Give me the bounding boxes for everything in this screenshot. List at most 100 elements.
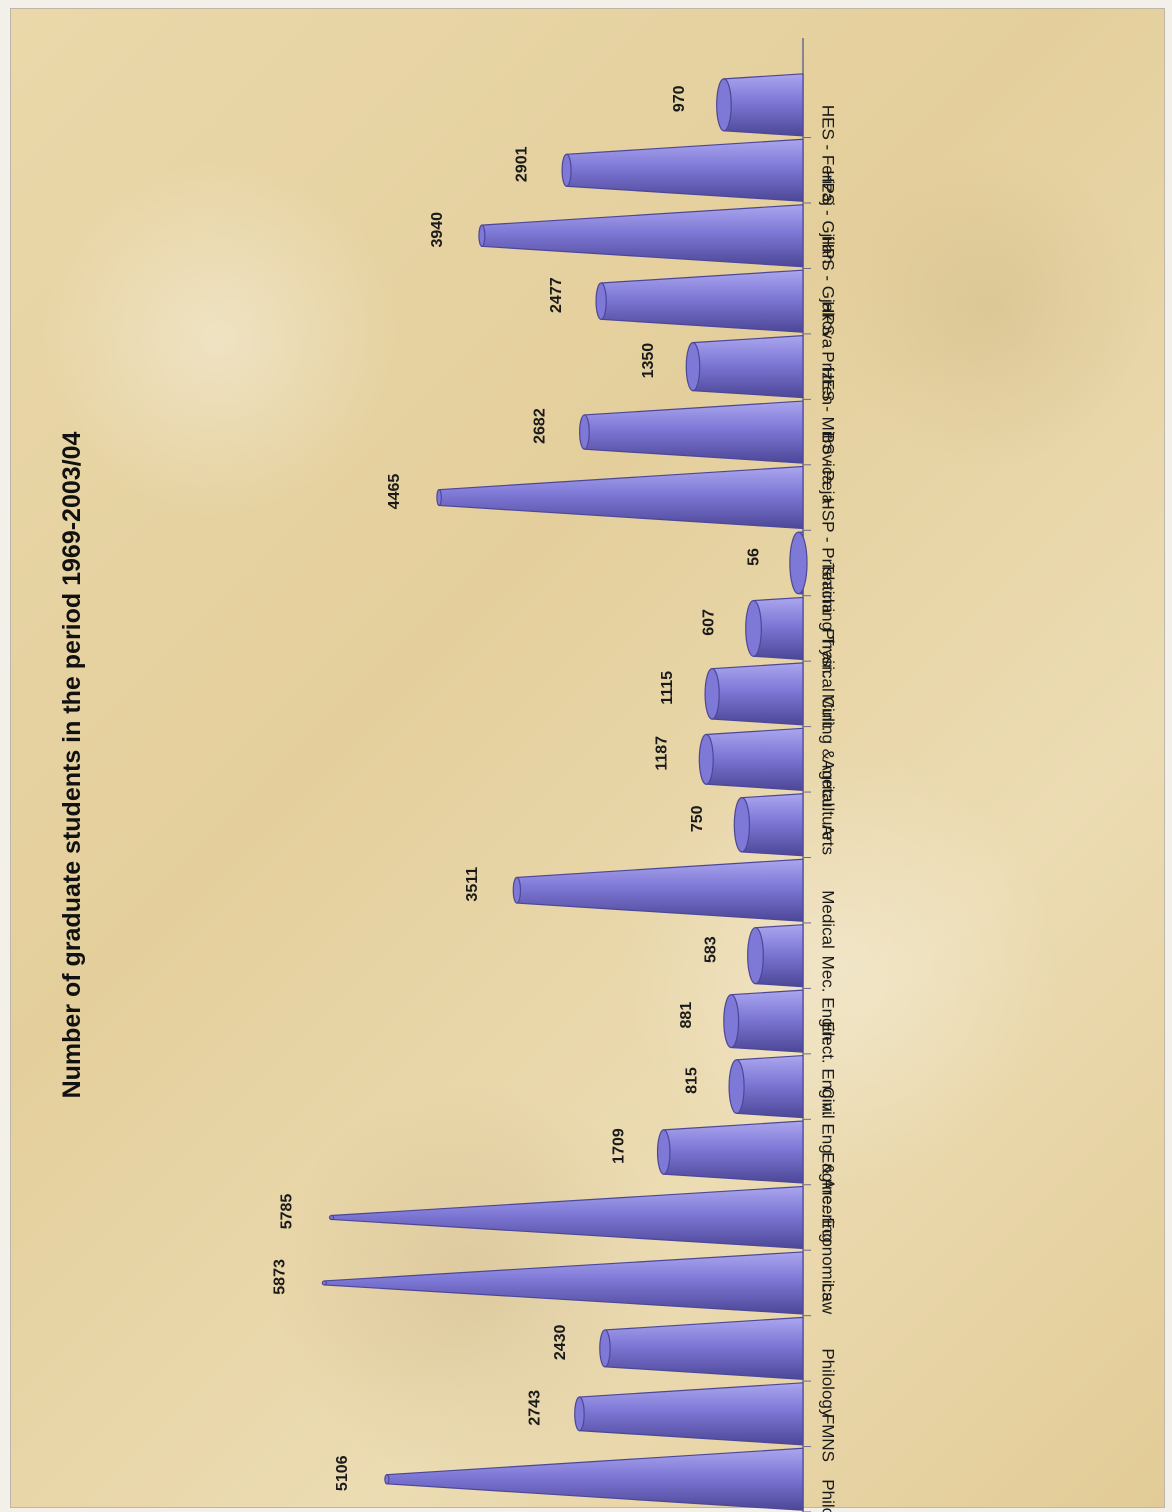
bar-body <box>583 400 804 464</box>
value-label: 2430 <box>552 1324 569 1360</box>
category-label: Arts <box>819 825 838 855</box>
bar-medical <box>512 858 804 922</box>
bar-cap <box>733 797 751 853</box>
category-label: HES - Ferizaj <box>819 105 838 206</box>
bar-cap <box>698 733 714 785</box>
bar-cap <box>789 531 808 595</box>
category-label: HSP - Prishtina <box>819 498 838 614</box>
bar-cap <box>728 1059 745 1114</box>
value-label: 2743 <box>526 1390 543 1426</box>
bar-body <box>516 858 804 922</box>
value-label: 56 <box>745 548 762 566</box>
category-label: Engineering <box>819 1152 838 1243</box>
category-label: Medical <box>819 890 838 949</box>
value-label: 1709 <box>611 1128 628 1164</box>
bar-body <box>604 1316 804 1381</box>
category-label: Teaching Train. <box>819 563 838 678</box>
bar-cap <box>599 1329 611 1368</box>
bar-engineering <box>656 1120 804 1184</box>
category-label: Mec. Engin. <box>819 956 838 1046</box>
bar-fmns <box>574 1382 804 1446</box>
bar-cap <box>685 342 701 392</box>
category-label: Agriculture <box>819 759 838 840</box>
bar-philology <box>599 1316 804 1381</box>
value-label: 1187 <box>653 736 670 771</box>
value-label: 3511 <box>464 867 481 902</box>
bar-body <box>692 334 804 399</box>
bar-body <box>730 989 804 1053</box>
bar-cap <box>745 599 762 657</box>
bar-teaching-train <box>789 531 808 595</box>
value-label: 4465 <box>386 474 403 510</box>
bar-law <box>321 1251 804 1315</box>
bar-body <box>600 269 804 333</box>
category-label: Philosophy <box>819 1479 838 1512</box>
bar-cap <box>723 994 740 1049</box>
bar-physical-cult <box>745 596 804 661</box>
value-label: 881 <box>678 1002 695 1029</box>
bar-body <box>330 1185 804 1250</box>
bar-bs-peja <box>579 400 804 464</box>
bar-body <box>481 204 804 268</box>
category-label: Economics <box>819 1217 838 1300</box>
category-label: Law <box>819 1283 838 1315</box>
value-label: 2682 <box>531 408 548 444</box>
bar-civil-eng-arc <box>728 1054 804 1119</box>
bar-mining-metal <box>704 662 804 726</box>
category-label: Civil Eng. & Arc... <box>819 1087 838 1218</box>
category-label: Philology <box>819 1348 838 1417</box>
bar-philosophy <box>384 1447 804 1511</box>
bar-cap <box>656 1129 671 1175</box>
bar-cap <box>512 876 522 904</box>
bar-hps-gjakova <box>478 204 804 268</box>
bar-hps-prizren <box>595 269 804 333</box>
category-label: Elect. Engin. <box>819 1021 838 1116</box>
chart-panel <box>10 8 1165 1508</box>
bar-body <box>438 465 804 530</box>
category-label: BS - Peja <box>819 432 838 504</box>
value-label: 5106 <box>334 1455 351 1491</box>
bar-hes-mitrovica <box>685 334 804 399</box>
category-label: HPS - Gjakova <box>819 236 838 349</box>
bar-cap <box>747 927 764 985</box>
value-label: 607 <box>701 609 718 636</box>
bar-cap <box>478 224 486 247</box>
category-label: FMNS <box>819 1414 838 1462</box>
bar-economics <box>328 1185 804 1250</box>
value-label: 750 <box>689 805 706 832</box>
category-label: HPS - Prizren <box>819 301 838 405</box>
value-label: 5873 <box>271 1259 288 1295</box>
bar-body <box>735 1054 804 1119</box>
bar-cap <box>716 78 732 132</box>
bar-body <box>711 662 804 726</box>
value-label: 2477 <box>548 277 565 313</box>
bar-cap <box>328 1214 335 1221</box>
bar-cap <box>704 668 720 720</box>
bar-cap <box>595 282 607 320</box>
bar-hes-ferizaj <box>716 73 804 137</box>
bar-body <box>705 727 804 791</box>
value-label: 815 <box>684 1067 701 1094</box>
category-label: HPS - Gjilan <box>819 170 838 264</box>
value-label: 5785 <box>279 1194 296 1230</box>
chart-title: Number of graduate students in the perio… <box>58 431 86 1098</box>
bar-agriculture <box>698 727 804 791</box>
value-label: 1115 <box>659 671 676 705</box>
bar-body <box>723 73 804 137</box>
bar-arts <box>733 793 804 857</box>
bar-body <box>741 793 804 857</box>
bar-body <box>663 1120 804 1184</box>
bar-body <box>323 1251 804 1315</box>
value-label: 583 <box>702 936 719 963</box>
bar-cap <box>321 1280 327 1286</box>
bar-body <box>386 1447 804 1511</box>
bar-cap <box>561 153 572 187</box>
value-label: 1350 <box>640 343 657 379</box>
category-label: Physical Cult. <box>819 628 838 731</box>
bar-body <box>565 138 804 202</box>
bar-cap <box>384 1474 390 1485</box>
category-label: HES - Mitrovica <box>819 367 838 486</box>
bar-mec-engin <box>747 924 804 988</box>
